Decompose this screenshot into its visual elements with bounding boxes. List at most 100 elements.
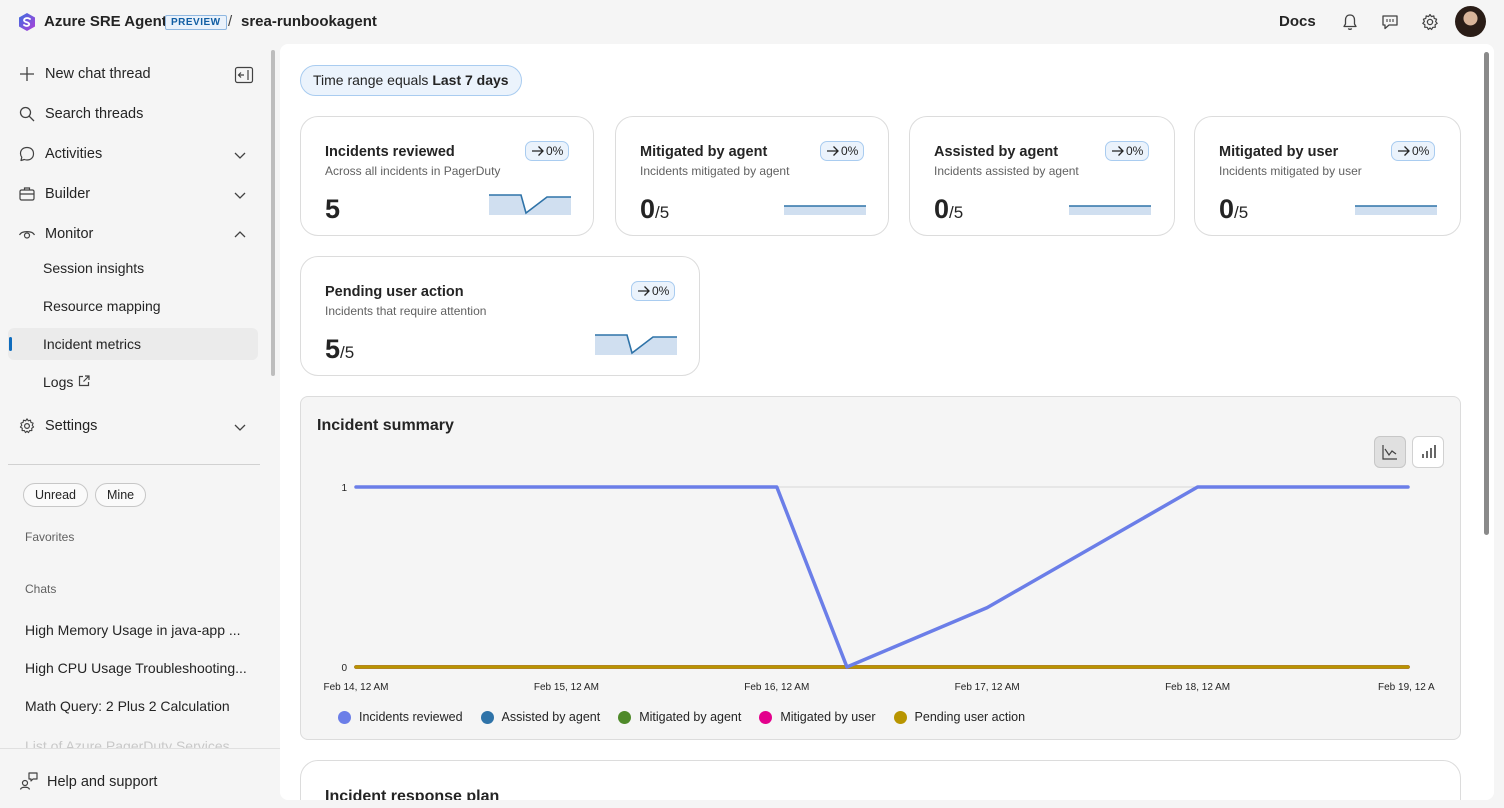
card-value: 0/5: [934, 194, 964, 224]
sparkline: [1069, 205, 1151, 215]
series-line-incidents-reviewed[interactable]: [354, 485, 1410, 669]
card-value: 0/5: [1219, 194, 1249, 224]
people-help-icon: [19, 772, 38, 790]
trend-badge: 0%: [1105, 141, 1150, 161]
card-value: 5: [325, 194, 341, 224]
sparkline: [489, 194, 571, 215]
bell-icon[interactable]: [1340, 12, 1360, 32]
filter-unread-button[interactable]: Unread: [23, 483, 88, 507]
app-title[interactable]: Azure SRE Agent: [44, 13, 167, 30]
sidebar-item-settings[interactable]: Settings: [8, 409, 258, 443]
legend-item[interactable]: Assisted by agent: [480, 710, 600, 724]
chart-legend: Incidents reviewed Assisted by agent Mitig…: [338, 710, 1025, 724]
gear-icon[interactable]: [1420, 12, 1440, 32]
incident-response-plan-title: Incident response plan: [325, 788, 500, 800]
arrow-right-icon: [638, 286, 650, 296]
metric-card-mitigated-by-user[interactable]: Mitigated by user Incidents mitigated by…: [1194, 116, 1461, 236]
card-value: 5/5: [325, 334, 355, 364]
agent-name-breadcrumb[interactable]: srea-runbookagent: [241, 13, 377, 30]
sidebar-item-incident-metrics[interactable]: Incident metrics: [8, 328, 258, 360]
card-subtitle: Incidents mitigated by user: [1219, 164, 1362, 178]
sidebar-item-activities[interactable]: Activities: [8, 137, 258, 171]
chats-heading: Chats: [25, 582, 57, 596]
chat-item[interactable]: List of Azure PagerDuty Services: [25, 738, 230, 748]
card-title: Mitigated by user: [1219, 144, 1339, 160]
x-tick-label: Feb 14, 12 AM: [323, 682, 388, 693]
new-chat-button[interactable]: New chat thread: [8, 57, 258, 91]
docs-link[interactable]: Docs: [1279, 13, 1316, 30]
chat-item[interactable]: High Memory Usage in java-app ...: [25, 622, 241, 638]
legend-swatch: [893, 710, 907, 724]
sidebar-item-builder[interactable]: Builder: [8, 177, 258, 211]
feedback-icon[interactable]: [1380, 12, 1400, 32]
main-scrollbar[interactable]: [1484, 52, 1489, 535]
legend-item[interactable]: Mitigated by agent: [618, 710, 741, 724]
gear-icon: [19, 418, 35, 434]
chat-item[interactable]: Math Query: 2 Plus 2 Calculation: [25, 698, 230, 714]
monitor-label: Monitor: [45, 226, 94, 242]
legend-label: Incidents reviewed: [359, 710, 463, 724]
trend-badge: 0%: [631, 281, 676, 301]
builder-label: Builder: [45, 186, 91, 202]
line-chart-view-button[interactable]: [1374, 436, 1406, 468]
sidebar-item-resource-mapping[interactable]: Resource mapping: [8, 290, 258, 322]
help-and-support-button[interactable]: Help and support: [0, 748, 280, 808]
active-indicator: [9, 337, 12, 351]
chevron-down-icon: [234, 152, 246, 159]
card-title: Assisted by agent: [934, 144, 1059, 160]
line-chart-icon: [1382, 445, 1397, 460]
chevron-up-icon: [234, 231, 246, 238]
briefcase-icon: [19, 187, 35, 201]
chat-bubble-icon: [19, 146, 35, 162]
arrow-right-icon: [1398, 146, 1410, 156]
logs-label: Logs: [43, 374, 74, 390]
filter-mine-button[interactable]: Mine: [95, 483, 147, 507]
card-subtitle: Incidents that require attention: [325, 304, 487, 318]
metric-card-pending-user-action[interactable]: Pending user action Incidents that requi…: [300, 256, 700, 376]
sidebar-item-session-insights[interactable]: Session insights: [8, 252, 258, 284]
filter-prefix: Time range equals: [313, 72, 433, 88]
sparkline: [595, 334, 677, 355]
card-title: Mitigated by agent: [640, 144, 768, 160]
legend-item[interactable]: Incidents reviewed: [338, 710, 463, 724]
metric-card-assisted-by-agent[interactable]: Assisted by agent Incidents assisted by …: [909, 116, 1175, 236]
y-tick-label: 0: [341, 663, 347, 674]
x-tick-label: Feb 16, 12 AM: [744, 682, 809, 693]
legend-item[interactable]: Mitigated by user: [759, 710, 876, 724]
trend-badge: 0%: [1391, 141, 1436, 161]
legend-swatch: [480, 710, 494, 724]
chevron-down-icon: [234, 424, 246, 431]
metric-card-mitigated-by-agent[interactable]: Mitigated by agent Incidents mitigated b…: [615, 116, 889, 236]
azure-sre-logo-icon: [19, 13, 35, 31]
incident-summary-title: Incident summary: [317, 417, 454, 434]
activities-label: Activities: [45, 146, 103, 162]
legend-item[interactable]: Pending user action: [893, 710, 1026, 724]
sparkline: [1355, 205, 1437, 215]
breadcrumb-separator: /: [228, 13, 233, 30]
legend-label: Mitigated by agent: [639, 710, 742, 724]
search-threads-button[interactable]: Search threads: [8, 97, 258, 131]
new-chat-label: New chat thread: [45, 66, 151, 82]
chat-item[interactable]: High CPU Usage Troubleshooting...: [25, 660, 247, 676]
resource-mapping-label: Resource mapping: [43, 298, 161, 314]
sidebar-scrollbar[interactable]: [271, 50, 275, 376]
collapse-sidebar-icon[interactable]: [234, 66, 254, 84]
bar-chart-view-button[interactable]: [1412, 436, 1444, 468]
help-and-support-label: Help and support: [47, 774, 158, 790]
sidebar-item-logs[interactable]: Logs: [8, 366, 258, 398]
trend-value: 0%: [1412, 144, 1430, 158]
incident-summary-chart: 0 1 Feb 14, 12 AM Feb 15, 12 AM Feb 16, 12 A…: [323, 483, 1435, 693]
time-range-filter-chip[interactable]: Time range equals Last 7 days: [300, 65, 522, 96]
card-title: Incidents reviewed: [325, 144, 455, 160]
user-avatar[interactable]: [1455, 6, 1486, 37]
trend-value: 0%: [546, 144, 564, 158]
trend-value: 0%: [652, 284, 670, 298]
session-insights-label: Session insights: [43, 260, 145, 276]
search-icon: [19, 106, 35, 122]
incident-metrics-label: Incident metrics: [43, 336, 142, 352]
metric-card-incidents-reviewed[interactable]: Incidents reviewed Across all incidents …: [300, 116, 594, 236]
top-bar: Azure SRE Agent PREVIEW / srea-runbookag…: [0, 0, 1504, 44]
sidebar-item-monitor[interactable]: Monitor: [8, 217, 258, 251]
legend-label: Pending user action: [914, 710, 1026, 724]
arrow-right-icon: [1112, 146, 1124, 156]
